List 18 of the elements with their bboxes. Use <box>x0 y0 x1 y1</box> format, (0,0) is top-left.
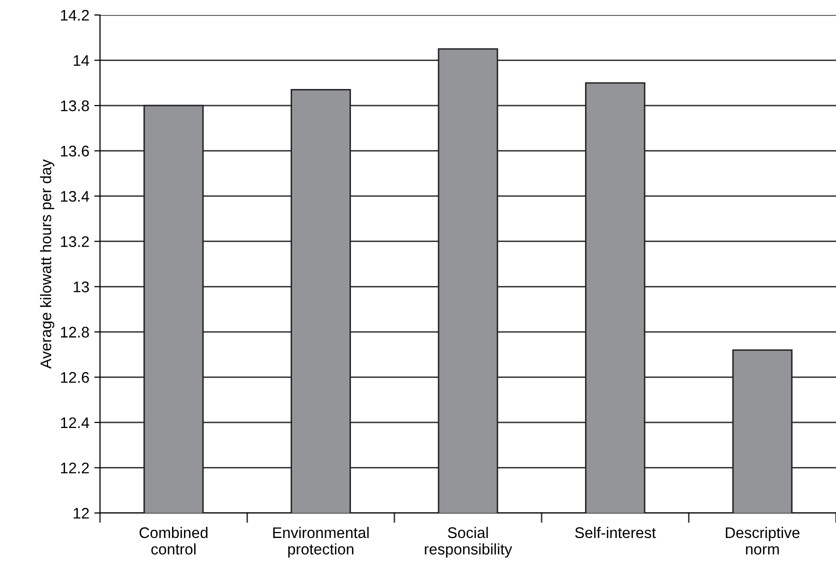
x-tick-label: Descriptive norm <box>726 526 800 555</box>
y-tick-label: 13.8 <box>61 100 89 112</box>
y-tick-label: 13.2 <box>61 236 89 248</box>
x-tick-label: Self-interest <box>575 526 656 538</box>
y-tick-label: 13.4 <box>61 190 90 202</box>
x-tick-label: Social responsibility <box>424 526 512 558</box>
y-tick-label: 13 <box>74 282 89 292</box>
y-tick-label: 12.2 <box>61 462 89 474</box>
y-axis-title: Average kilowatt hours per day <box>40 159 54 369</box>
y-tick-label: 14.2 <box>61 10 89 21</box>
y-tick-label: 12.6 <box>61 372 89 383</box>
y-tick-label: 12.8 <box>61 326 89 338</box>
y-tick-label: 14 <box>74 55 90 66</box>
y-tick-label: 12 <box>74 508 89 519</box>
x-tick-label: Environmental protection <box>273 526 369 558</box>
y-tick-label: 13.6 <box>61 146 89 157</box>
y-tick-label: 12.4 <box>61 417 90 428</box>
x-tick-label: Combined control <box>140 526 208 555</box>
